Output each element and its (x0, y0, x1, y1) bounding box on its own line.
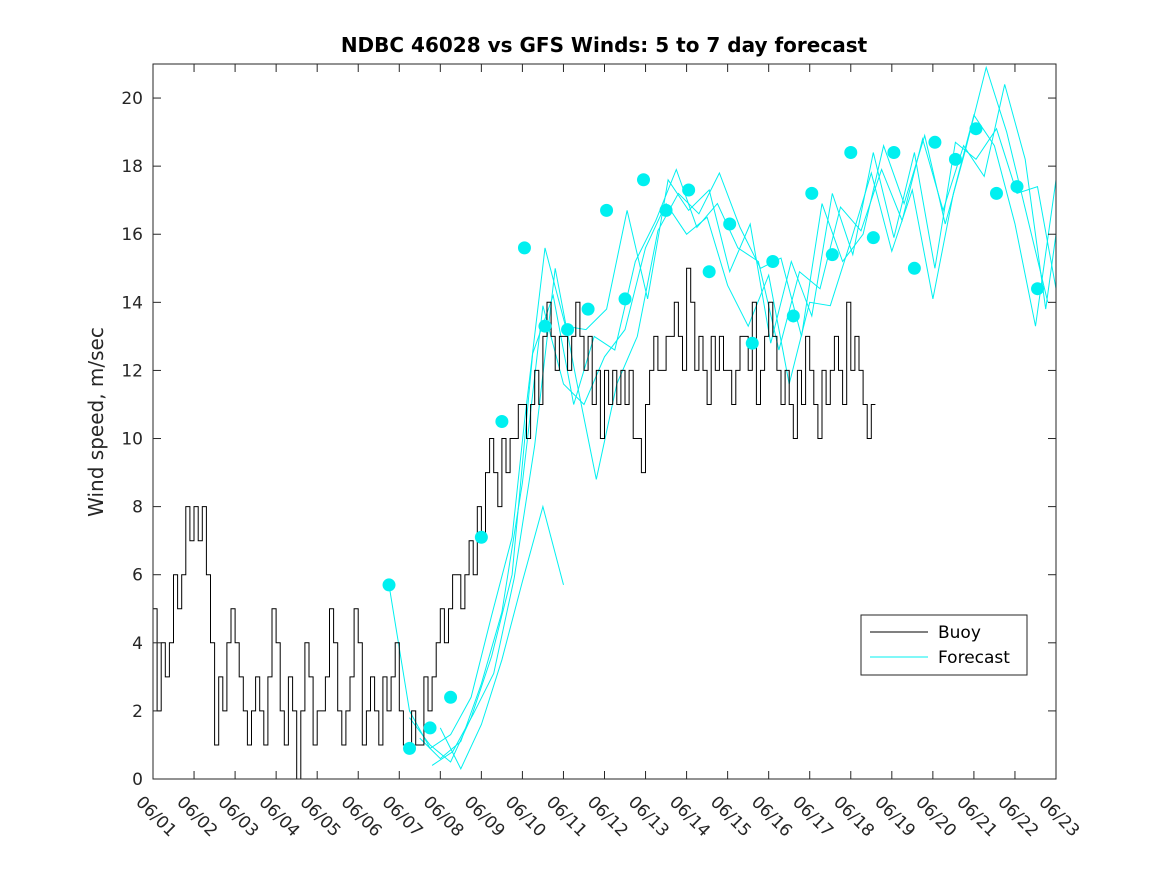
forecast-marker (723, 217, 737, 231)
marker-layer (382, 122, 1045, 755)
forecast-marker (928, 135, 942, 149)
forecast-marker (907, 261, 921, 275)
forecast-line-3 (419, 113, 1057, 760)
forecast-line-2 (409, 84, 1057, 763)
y-tick-label: 2 (132, 702, 143, 722)
forecast-marker (538, 319, 552, 333)
forecast-marker (474, 530, 488, 544)
forecast-marker (1010, 180, 1024, 194)
y-tick-label: 12 (121, 361, 143, 381)
forecast-marker (948, 152, 962, 166)
forecast-marker (659, 203, 673, 217)
forecast-marker (495, 415, 509, 428)
y-tick-label: 14 (121, 293, 143, 313)
y-tick-label: 20 (121, 89, 143, 109)
buoy-line (153, 267, 876, 780)
forecast-marker (636, 173, 650, 187)
forecast-line-4 (431, 65, 1049, 766)
forecast-marker (600, 203, 614, 217)
forecast-marker (844, 146, 858, 160)
legend-buoy-label: Buoy (938, 623, 981, 643)
forecast-marker (702, 265, 716, 279)
y-tick-label: 10 (121, 430, 143, 450)
forecast-marker (444, 690, 458, 704)
chart-title: NDBC 46028 vs GFS Winds: 5 to 7 day fore… (341, 33, 868, 57)
legend-box (860, 614, 1028, 676)
forecast-marker (517, 241, 531, 255)
legend-forecast-label: Forecast (938, 648, 1010, 668)
forecast-marker (825, 248, 839, 262)
y-tick-label: 18 (121, 157, 143, 177)
forecast-marker (561, 323, 575, 337)
y-tick-label: 8 (132, 498, 143, 518)
forecast-marker (866, 231, 880, 245)
forecast-marker (805, 186, 819, 200)
legend: Buoy Forecast (860, 614, 1028, 676)
forecast-marker (969, 122, 983, 136)
forecast-marker (989, 186, 1003, 200)
forecast-marker (581, 302, 595, 316)
forecast-marker (1031, 282, 1045, 296)
forecast-marker (618, 292, 632, 306)
forecast-marker (423, 721, 437, 735)
forecast-marker (682, 183, 696, 197)
y-axis-ticks: 0 2 4 6 8 10 12 14 16 18 20 (121, 89, 1056, 790)
forecast-marker (887, 146, 901, 160)
forecast-marker (403, 741, 417, 755)
series-layer (153, 65, 1057, 780)
forecast-marker (382, 578, 396, 592)
forecast-marker (786, 309, 800, 323)
y-tick-label: 0 (132, 770, 143, 790)
y-tick-label: 4 (132, 634, 143, 654)
y-axis-label: Wind speed, m/sec (84, 327, 108, 517)
forecast-marker (745, 336, 759, 350)
forecast-line-5 (439, 504, 564, 770)
y-tick-label: 6 (132, 566, 143, 586)
forecast-marker (766, 254, 780, 268)
y-tick-label: 16 (121, 225, 143, 245)
